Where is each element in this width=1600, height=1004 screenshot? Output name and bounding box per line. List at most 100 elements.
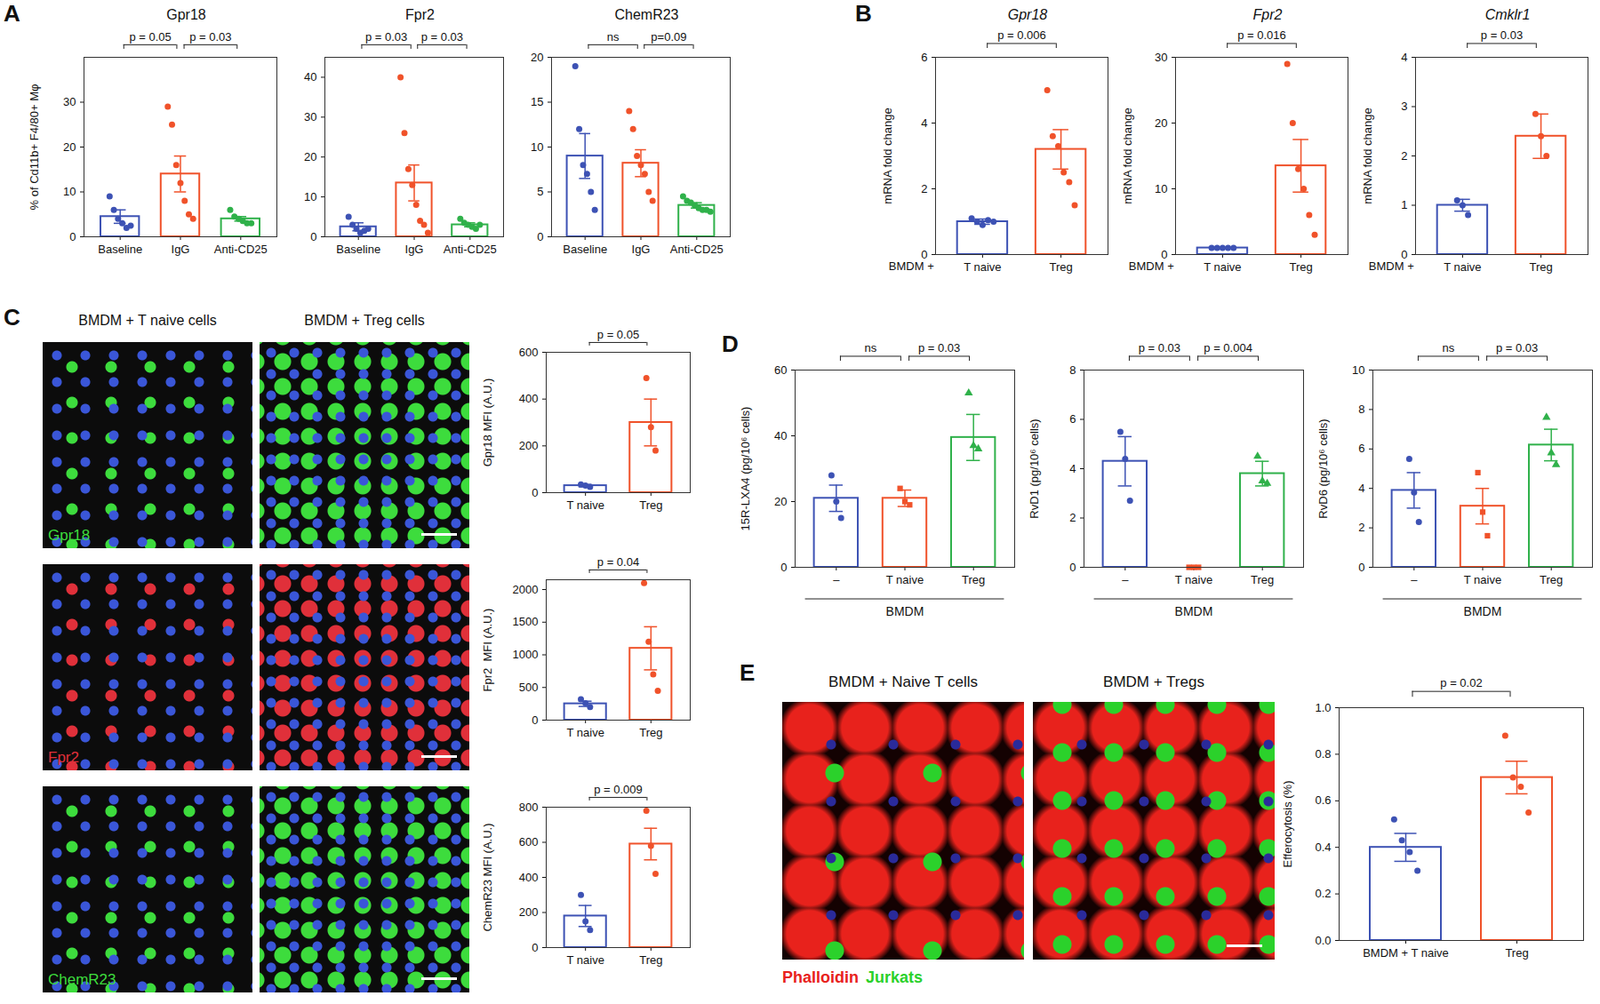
- svg-text:Treg: Treg: [1288, 260, 1312, 274]
- svg-text:–: –: [1121, 573, 1129, 587]
- svg-text:0.0: 0.0: [1314, 934, 1331, 948]
- svg-text:0: 0: [310, 230, 317, 244]
- svg-text:500: 500: [519, 680, 539, 695]
- svg-text:0: 0: [531, 941, 538, 955]
- svg-text:2: 2: [1069, 511, 1076, 525]
- svg-text:40: 40: [304, 70, 317, 84]
- svg-text:0: 0: [780, 560, 787, 575]
- svg-text:p = 0.03: p = 0.03: [1496, 341, 1538, 355]
- svg-text:1: 1: [1400, 198, 1408, 212]
- svg-text:T naive: T naive: [963, 260, 1001, 274]
- svg-text:0.8: 0.8: [1314, 747, 1331, 761]
- svg-text:T naive: T naive: [566, 953, 604, 968]
- svg-text:15R-LXA4 (pg/10⁶ cells): 15R-LXA4 (pg/10⁶ cells): [738, 407, 752, 532]
- svg-text:IgG: IgG: [405, 242, 424, 256]
- svg-text:20: 20: [1154, 116, 1168, 130]
- svg-text:Anti-CD25: Anti-CD25: [670, 242, 724, 256]
- svg-text:60: 60: [774, 363, 787, 377]
- svg-text:Anti-CD25: Anti-CD25: [214, 242, 268, 256]
- svg-text:6: 6: [920, 50, 928, 64]
- svg-text:0.2: 0.2: [1314, 887, 1331, 901]
- svg-text:mRNA fold change: mRNA fold change: [1360, 107, 1375, 204]
- svg-text:p = 0.03: p = 0.03: [918, 341, 960, 355]
- svg-text:p = 0.004: p = 0.004: [1203, 341, 1253, 355]
- svg-text:2: 2: [920, 182, 928, 196]
- svg-text:5: 5: [536, 184, 544, 199]
- svg-text:p = 0.05: p = 0.05: [128, 30, 171, 44]
- svg-text:Baseline: Baseline: [97, 242, 143, 256]
- svg-text:30: 30: [304, 110, 317, 124]
- svg-text:p = 0.016: p = 0.016: [1237, 28, 1287, 42]
- svg-text:p = 0.02: p = 0.02: [1440, 676, 1482, 690]
- svg-text:10: 10: [1352, 363, 1365, 377]
- svg-text:10: 10: [63, 184, 76, 199]
- svg-text:p=0.09: p=0.09: [650, 30, 687, 44]
- svg-text:4: 4: [1069, 462, 1076, 476]
- svg-text:800: 800: [519, 800, 539, 815]
- svg-text:Treg: Treg: [1528, 260, 1552, 274]
- svg-text:T naive: T naive: [1203, 260, 1241, 274]
- svg-text:Treg: Treg: [639, 726, 663, 740]
- svg-text:Treg: Treg: [1539, 573, 1563, 587]
- svg-text:8: 8: [1358, 402, 1365, 416]
- svg-text:4: 4: [1400, 50, 1408, 64]
- svg-text:20: 20: [774, 495, 787, 509]
- svg-text:1.0: 1.0: [1314, 701, 1331, 715]
- svg-text:p = 0.03: p = 0.03: [1480, 28, 1523, 42]
- svg-text:1000: 1000: [512, 648, 539, 662]
- svg-text:mRNA fold change: mRNA fold change: [880, 107, 895, 204]
- svg-text:2000: 2000: [512, 583, 539, 597]
- svg-text:ChemR23 MFI (A.U.): ChemR23 MFI (A.U.): [480, 823, 495, 932]
- svg-text:mRNA fold change: mRNA fold change: [1120, 107, 1135, 204]
- svg-text:30: 30: [63, 95, 76, 109]
- svg-text:ns: ns: [864, 341, 878, 355]
- svg-text:T naive: T naive: [1464, 573, 1502, 587]
- svg-text:0: 0: [531, 486, 538, 500]
- svg-text:Efferocytosis (%): Efferocytosis (%): [1280, 780, 1295, 868]
- svg-text:20: 20: [63, 140, 76, 154]
- svg-text:p = 0.03: p = 0.03: [365, 30, 408, 44]
- svg-text:Anti-CD25: Anti-CD25: [443, 242, 497, 256]
- svg-text:4: 4: [920, 116, 928, 130]
- svg-text:ns: ns: [1442, 341, 1456, 355]
- svg-text:p = 0.05: p = 0.05: [597, 328, 640, 342]
- svg-text:BMDM +: BMDM +: [888, 259, 935, 273]
- svg-text:Baseline: Baseline: [336, 242, 381, 256]
- svg-text:200: 200: [519, 439, 539, 453]
- svg-text:0: 0: [1069, 560, 1076, 575]
- svg-text:RvD1 (pg/10⁶ cells): RvD1 (pg/10⁶ cells): [1027, 418, 1041, 519]
- svg-text:400: 400: [519, 392, 539, 406]
- svg-text:3: 3: [1400, 99, 1408, 113]
- svg-text:BMDM: BMDM: [1175, 604, 1214, 619]
- svg-text:0.6: 0.6: [1314, 793, 1331, 808]
- svg-text:0: 0: [1358, 560, 1365, 575]
- svg-text:0: 0: [531, 713, 538, 728]
- svg-text:1500: 1500: [512, 615, 539, 629]
- svg-text:p = 0.006: p = 0.006: [997, 28, 1047, 42]
- svg-text:–: –: [1410, 573, 1418, 587]
- svg-text:Treg: Treg: [1504, 946, 1528, 960]
- svg-text:2: 2: [1400, 149, 1408, 163]
- svg-text:Treg: Treg: [1250, 573, 1274, 587]
- svg-text:BMDM +: BMDM +: [1368, 259, 1415, 273]
- svg-text:600: 600: [519, 835, 539, 849]
- svg-text:T naive: T naive: [566, 726, 604, 740]
- svg-text:BMDM: BMDM: [886, 604, 925, 619]
- svg-text:BMDM: BMDM: [1464, 604, 1503, 619]
- svg-text:p = 0.03: p = 0.03: [1138, 341, 1181, 355]
- svg-text:Fpr2 MFI (A.U.): Fpr2 MFI (A.U.): [480, 608, 495, 693]
- svg-text:40: 40: [774, 429, 787, 443]
- svg-text:ns: ns: [607, 30, 620, 44]
- svg-text:Treg: Treg: [639, 953, 663, 968]
- svg-text:0.4: 0.4: [1314, 840, 1331, 855]
- svg-text:0: 0: [536, 230, 544, 244]
- svg-text:p = 0.03: p = 0.03: [189, 30, 232, 44]
- svg-text:BMDM + T naive: BMDM + T naive: [1362, 946, 1449, 960]
- svg-text:Treg: Treg: [961, 573, 985, 587]
- svg-text:200: 200: [519, 905, 539, 920]
- svg-text:6: 6: [1358, 441, 1365, 456]
- svg-text:20: 20: [530, 50, 544, 64]
- svg-text:6: 6: [1069, 412, 1076, 426]
- svg-text:4: 4: [1358, 481, 1365, 496]
- svg-text:T naive: T naive: [566, 498, 604, 512]
